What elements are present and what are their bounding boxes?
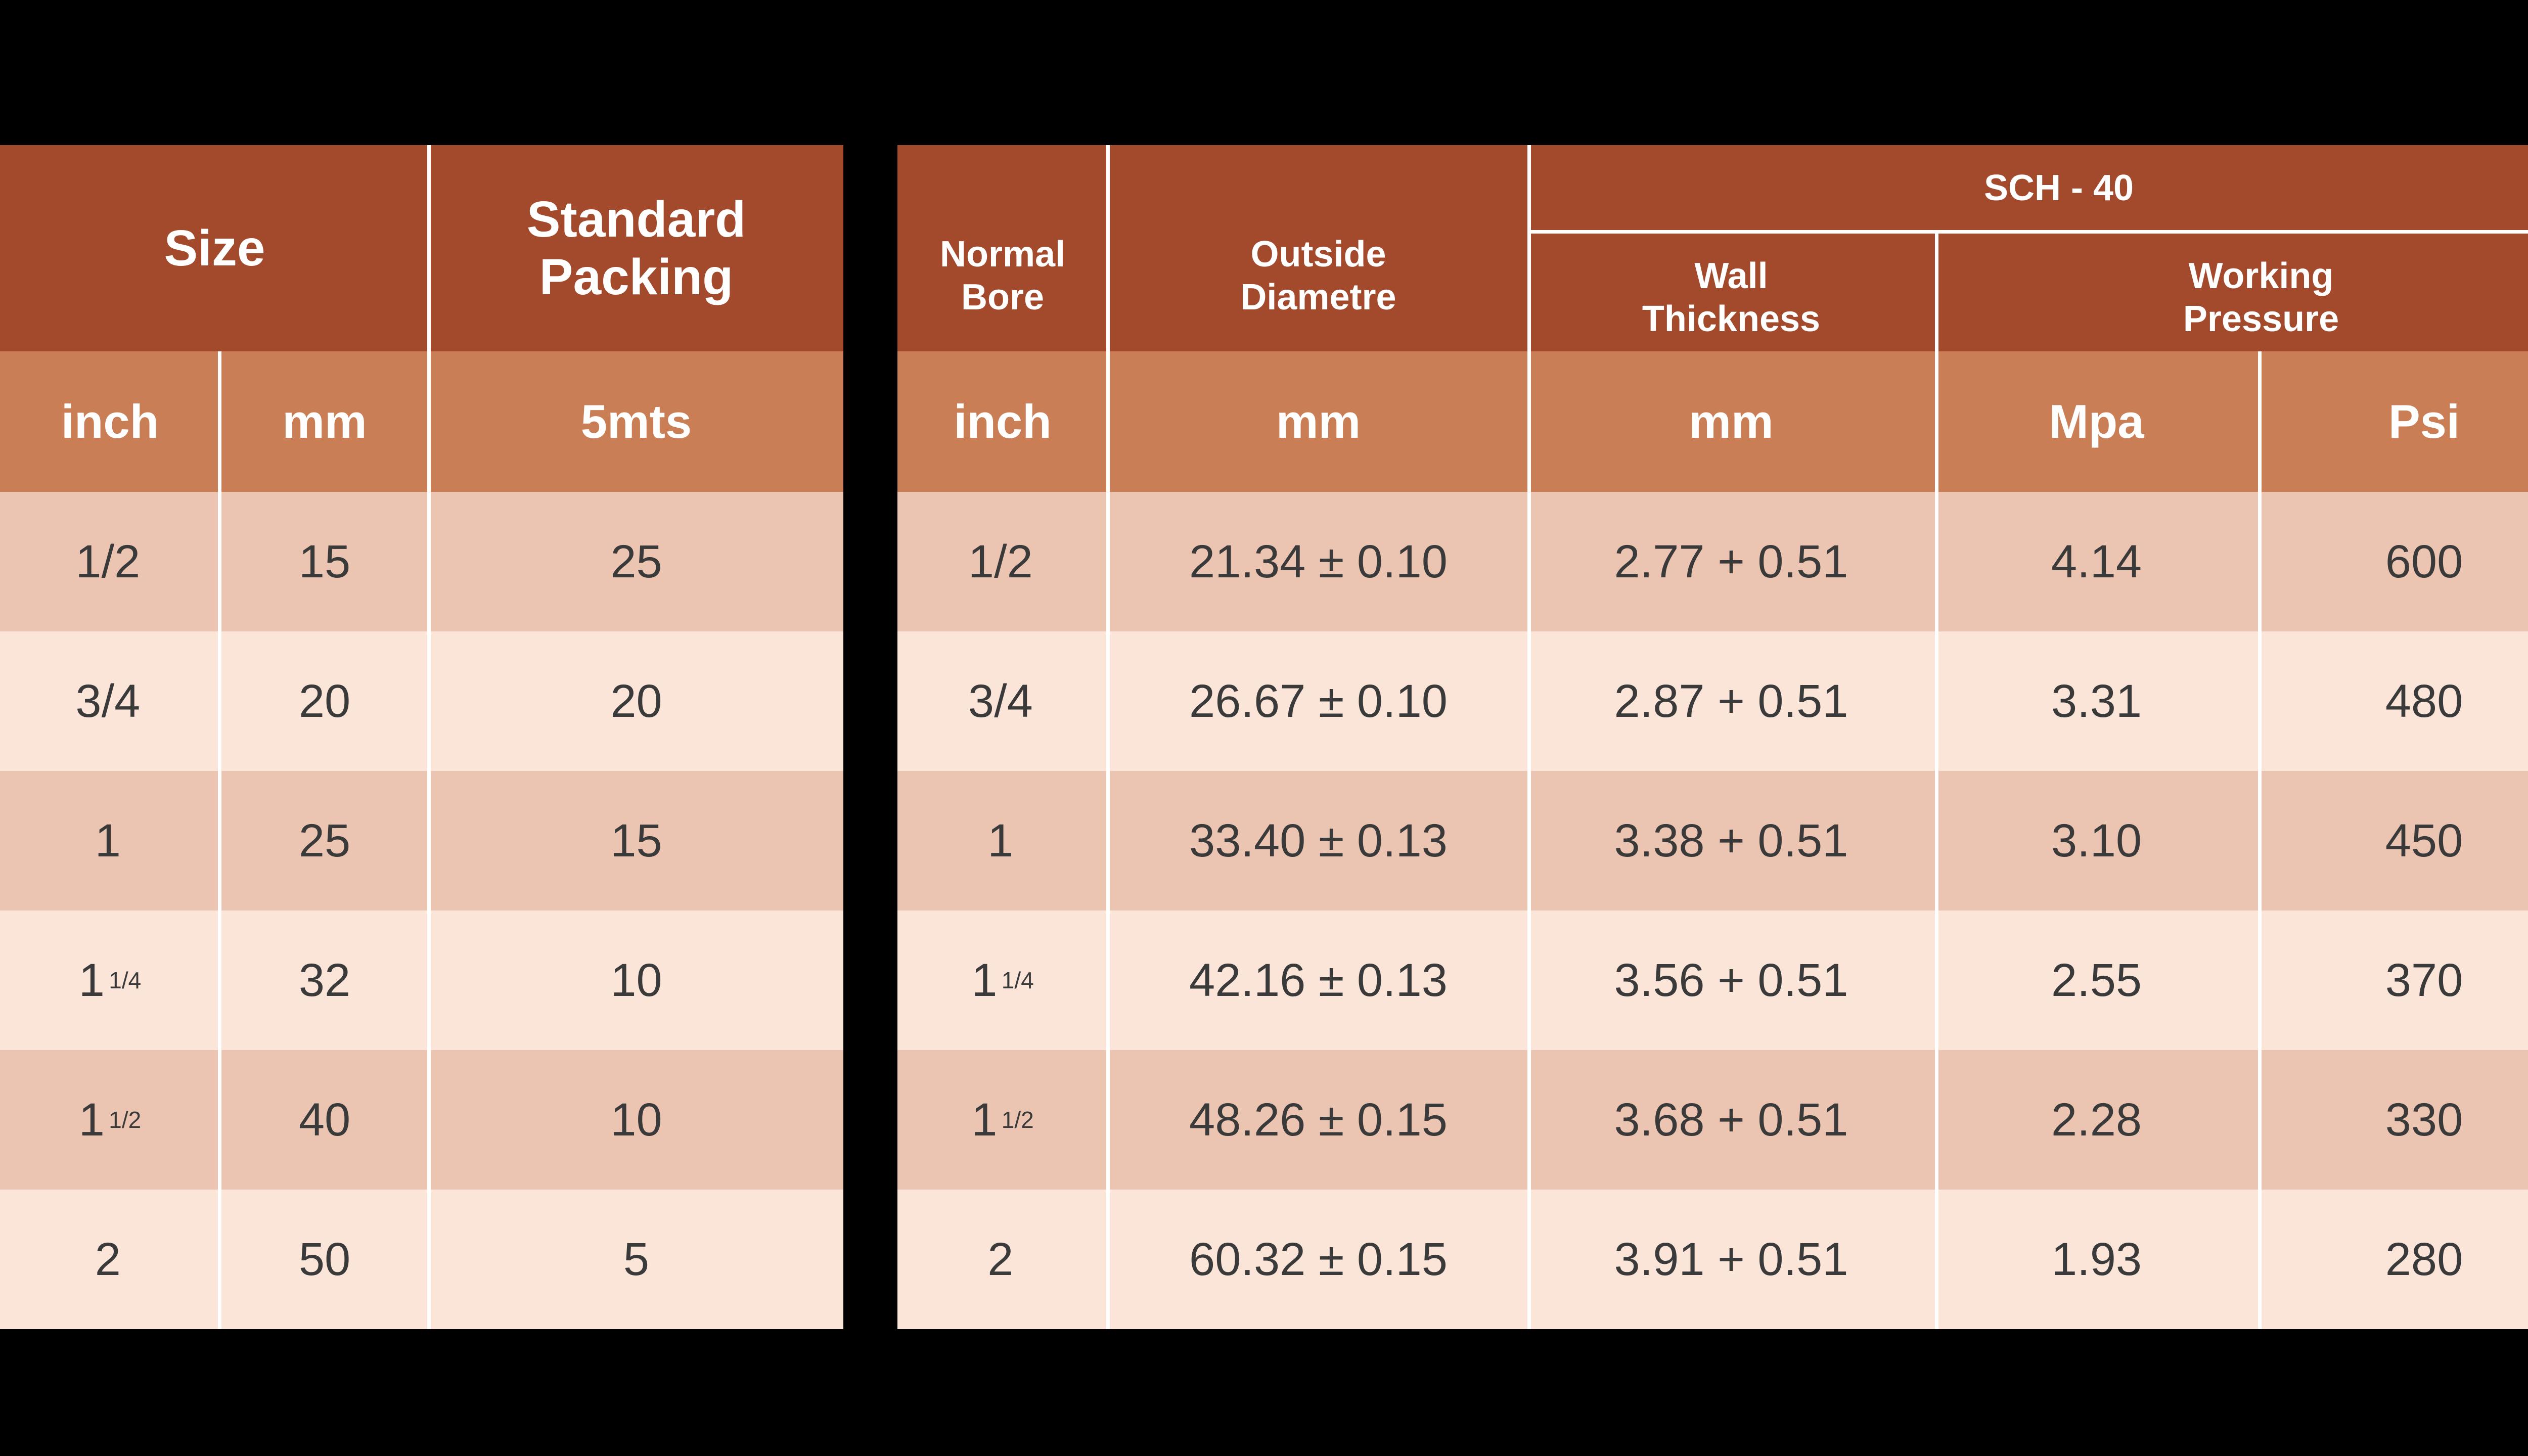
unit-cell-mm: mm (220, 351, 429, 492)
size-value: 1 (78, 1094, 105, 1146)
bore-fraction: 1/4 (1001, 967, 1034, 993)
column-divider (2258, 351, 2262, 1329)
bore-value: 1/2 (968, 535, 1033, 587)
table-cell-packing: 10 (429, 1050, 843, 1190)
table-cell-psi: 480 (2260, 631, 2528, 771)
table-cell-packing: 5 (429, 1190, 843, 1329)
standard-packing-header: Standard Packing (429, 145, 843, 351)
table-cell-wall: 2.77 + 0.51 (1529, 492, 1933, 631)
wall-thickness-header: Wall Thickness (1529, 232, 1933, 351)
size-fraction: 1/2 (109, 1107, 142, 1133)
table-cell-mm: 25 (220, 771, 429, 911)
table-cell-wall: 2.87 + 0.51 (1529, 631, 1933, 771)
column-divider (218, 351, 221, 1329)
table-cell-bore: 3/4 (897, 631, 1108, 771)
column-divider (1935, 232, 1938, 1329)
normal-bore-header: Normal Bore (897, 145, 1108, 351)
unit-cell-inch: inch (897, 351, 1108, 492)
table-cell-packing: 15 (429, 771, 843, 911)
table-cell-size: 1/2 (0, 492, 220, 631)
table-cell-packing: 20 (429, 631, 843, 771)
table-cell-od: 33.40 ± 0.13 (1108, 771, 1529, 911)
table-cell-mpa: 2.28 (1933, 1050, 2260, 1190)
normal-bore-label: Normal Bore (939, 234, 1066, 317)
table-cell-packing: 10 (429, 911, 843, 1050)
bore-value: 1 (971, 954, 998, 1006)
sch40-underline (1527, 230, 2528, 234)
table-cell-od: 42.16 ± 0.13 (1108, 911, 1529, 1050)
size-fraction: 1/4 (109, 967, 142, 993)
table-cell-mm: 20 (220, 631, 429, 771)
table-cell-packing: 25 (429, 492, 843, 631)
table-cell-bore: 1 1/2 (897, 1050, 1108, 1190)
table-cell-size: 1 1/4 (0, 911, 220, 1050)
table-cell-bore: 1 (897, 771, 1108, 911)
table-cell-psi: 600 (2260, 492, 2528, 631)
standard-packing-label: Standard Packing (526, 191, 746, 305)
table-cell-mm: 15 (220, 492, 429, 631)
table-cell-bore: 2 (897, 1190, 1108, 1329)
table-cell-mm: 40 (220, 1050, 429, 1190)
column-divider (427, 145, 431, 1329)
table-cell-od: 21.34 ± 0.10 (1108, 492, 1529, 631)
size-value: 1 (95, 814, 121, 867)
unit-cell-inch: inch (0, 351, 220, 492)
table-cell-psi: 280 (2260, 1190, 2528, 1329)
size-packing-table: Size Standard Packing inch mm 5mts 1/2 1… (0, 145, 843, 1329)
size-header: Size (0, 145, 429, 351)
unit-cell-psi: Psi (2260, 351, 2528, 492)
unit-cell-mpa: Mpa (1933, 351, 2260, 492)
bore-value: 2 (987, 1233, 1014, 1285)
sch40-spec-table: Normal Bore Outside Diametre SCH - 40 Wa… (897, 145, 2528, 1329)
table-cell-mpa: 1.93 (1933, 1190, 2260, 1329)
table-cell-wall: 3.91 + 0.51 (1529, 1190, 1933, 1329)
table-cell-size: 1 (0, 771, 220, 911)
bore-value: 1 (971, 1094, 998, 1146)
table-cell-mm: 32 (220, 911, 429, 1050)
table-cell-mpa: 3.31 (1933, 631, 2260, 771)
table-cell-size: 1 1/2 (0, 1050, 220, 1190)
table-cell-od: 60.32 ± 0.15 (1108, 1190, 1529, 1329)
working-pressure-header: Working Pressure (1933, 232, 2528, 351)
unit-cell-mm-wall: mm (1529, 351, 1933, 492)
table-cell-wall: 3.68 + 0.51 (1529, 1050, 1933, 1190)
unit-cell-5mts: 5mts (429, 351, 843, 492)
column-divider (1527, 145, 1531, 1329)
bore-value: 3/4 (968, 675, 1033, 727)
table-cell-bore: 1/2 (897, 492, 1108, 631)
bore-fraction: 1/2 (1001, 1107, 1034, 1133)
wall-thickness-label: Wall Thickness (1642, 255, 1821, 339)
table-cell-psi: 330 (2260, 1050, 2528, 1190)
size-header-label: Size (164, 220, 265, 277)
sch-40-header: SCH - 40 (1529, 145, 2528, 232)
table-cell-psi: 450 (2260, 771, 2528, 911)
table-cell-od: 26.67 ± 0.10 (1108, 631, 1529, 771)
table-cell-mpa: 4.14 (1933, 492, 2260, 631)
table-cell-size: 3/4 (0, 631, 220, 771)
table-cell-od: 48.26 ± 0.15 (1108, 1050, 1529, 1190)
size-value: 3/4 (75, 675, 141, 727)
table-cell-mpa: 2.55 (1933, 911, 2260, 1050)
table-cell-size: 2 (0, 1190, 220, 1329)
size-value: 2 (95, 1233, 121, 1285)
bore-value: 1 (987, 814, 1014, 867)
table-cell-wall: 3.38 + 0.51 (1529, 771, 1933, 911)
outside-diametre-label: Outside Diametre (1240, 234, 1396, 317)
table-cell-mpa: 3.10 (1933, 771, 2260, 911)
unit-cell-mm-od: mm (1108, 351, 1529, 492)
size-value: 1 (78, 954, 105, 1006)
column-divider (1106, 145, 1110, 1329)
table-cell-psi: 370 (2260, 911, 2528, 1050)
table-cell-bore: 1 1/4 (897, 911, 1108, 1050)
outside-diametre-header: Outside Diametre (1108, 145, 1529, 351)
working-pressure-label: Working Pressure (2183, 255, 2339, 339)
table-cell-mm: 50 (220, 1190, 429, 1329)
size-value: 1/2 (75, 535, 141, 587)
table-cell-wall: 3.56 + 0.51 (1529, 911, 1933, 1050)
